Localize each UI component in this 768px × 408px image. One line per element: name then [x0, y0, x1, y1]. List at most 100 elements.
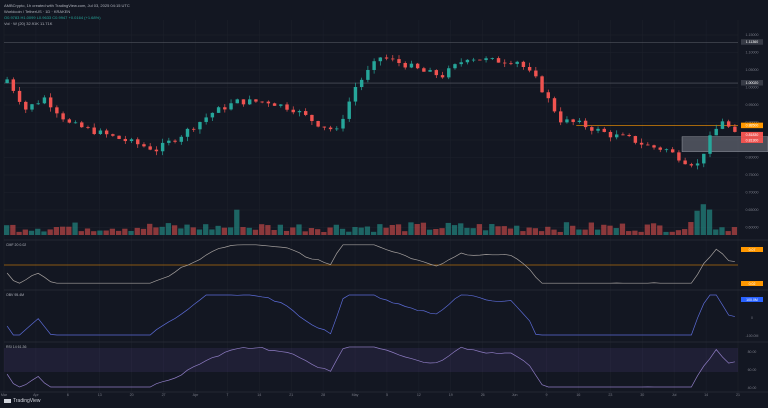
indicator-tick-label: 0 — [751, 316, 753, 320]
time-tick-label: 30 — [640, 393, 644, 397]
volume-bar — [203, 224, 209, 235]
time-tick-label: 14 — [704, 393, 708, 397]
indicator-line — [6, 294, 735, 336]
volume-bar — [153, 227, 159, 235]
volume-bar — [377, 224, 383, 235]
indicator-line — [6, 244, 735, 284]
volume-bar — [78, 231, 84, 235]
volume-bar — [371, 231, 377, 235]
volume-bar — [495, 226, 501, 235]
candle-body — [260, 101, 264, 103]
volume-bar — [302, 231, 308, 235]
volume-bar — [576, 229, 582, 235]
volume-bar — [159, 226, 165, 235]
volume-bar — [59, 226, 66, 235]
volume-bar — [613, 228, 619, 235]
price-tag-label: 0.88500 — [746, 124, 759, 128]
time-tick-label: 14 — [257, 393, 261, 397]
candle-body — [129, 139, 134, 142]
chart-symbol[interactable]: Worldcoin / TetherUS · 1D · KRAKEN — [4, 9, 71, 14]
candle-body — [608, 131, 613, 138]
candle-body — [478, 59, 482, 61]
candle-body — [366, 69, 370, 80]
price-tag-label: 1.11360 — [746, 40, 758, 44]
volume-bar — [259, 224, 265, 235]
candle-body — [702, 153, 706, 164]
volume-bar — [439, 228, 445, 235]
volume-bar — [514, 225, 520, 235]
volume-bar — [719, 227, 725, 235]
volume-bar — [389, 224, 395, 235]
volume-bar — [47, 229, 53, 235]
candle-body — [272, 103, 277, 106]
candle-body — [633, 136, 638, 143]
candle-body — [17, 90, 22, 102]
candle-body — [391, 58, 395, 60]
candle-body — [465, 59, 470, 63]
price-tick-label: 0.60000 — [746, 226, 759, 230]
volume-bar — [426, 229, 433, 235]
price-tag — [741, 137, 763, 143]
indicator-lines — [6, 244, 735, 388]
candle-body — [353, 87, 358, 102]
volume-bar — [196, 229, 203, 235]
candle-body — [378, 57, 383, 62]
candle-body — [583, 120, 588, 128]
candle-body — [55, 107, 59, 114]
price-tick-label: 0.75000 — [746, 173, 759, 177]
price-tick-label: 1.00000 — [746, 86, 759, 90]
chart-publisher: AMBCrypto, 1h created with TradingView.c… — [4, 3, 130, 8]
candle-body — [11, 79, 16, 91]
volume-bar — [626, 231, 632, 235]
candle-body — [123, 138, 128, 142]
candle-body — [708, 135, 712, 154]
volume-bar — [97, 230, 103, 235]
candle-body — [359, 79, 364, 88]
candle-body — [689, 164, 694, 166]
candle-body — [415, 63, 420, 69]
volume-bar — [501, 226, 507, 235]
candle-body — [316, 121, 320, 127]
candle-body — [527, 67, 532, 71]
volume-bar — [650, 223, 657, 235]
indicator-tick-label: 40.00 — [748, 386, 757, 390]
candle-body — [111, 134, 115, 136]
candle-body — [335, 128, 339, 130]
volume-bar — [84, 228, 91, 235]
price-tick-label: 0.80000 — [746, 156, 759, 160]
volume-bar — [103, 230, 109, 235]
price-tick-label: 1.15000 — [746, 33, 759, 37]
time-tick-label: Jun — [512, 393, 518, 397]
volume-bar — [265, 225, 271, 235]
volume-bar — [290, 227, 296, 235]
candle-body — [596, 128, 600, 131]
candle-body — [670, 149, 675, 153]
volume-bar — [414, 224, 420, 235]
volume-bar — [41, 231, 47, 235]
volume-bar — [91, 231, 97, 235]
volume-bar — [209, 229, 215, 235]
candle-body — [447, 68, 451, 78]
candle-body — [652, 145, 656, 148]
volume-bar — [134, 227, 140, 235]
candle-body — [490, 58, 495, 59]
volume-bar — [122, 228, 128, 235]
candle-body — [559, 111, 563, 123]
volume-bar — [165, 223, 172, 235]
volume-bar — [190, 227, 196, 235]
candle-body — [297, 111, 302, 113]
candle-body — [683, 160, 687, 165]
annotation-zones — [4, 41, 768, 152]
candle-body — [36, 103, 40, 105]
candle-body — [664, 149, 669, 151]
volume-bar — [227, 227, 234, 235]
volume-bar — [28, 230, 35, 235]
time-tick-label: May — [352, 393, 359, 397]
volume-bar — [178, 228, 184, 235]
volume-bar — [383, 227, 389, 235]
volume-bar — [352, 227, 358, 235]
volume-bar — [532, 228, 539, 235]
volume-bar — [140, 228, 147, 235]
volume-bar — [507, 228, 514, 235]
